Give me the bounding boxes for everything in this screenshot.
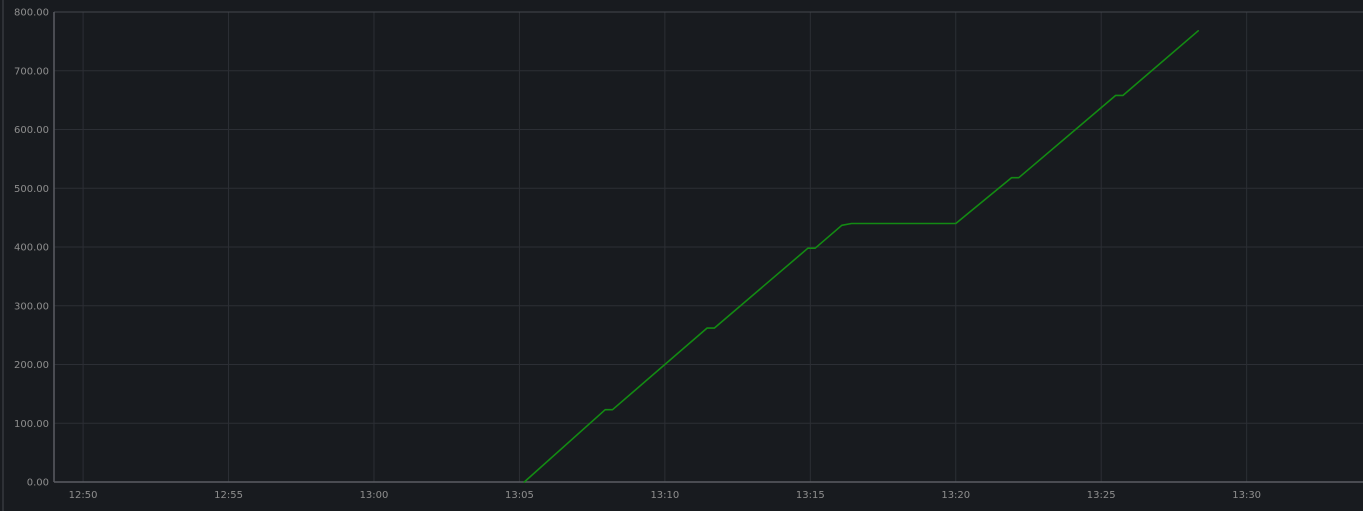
y-tick-label: 800.00 [14, 8, 49, 19]
y-tick-label: 600.00 [14, 125, 49, 136]
tick-labels: 0.00 100.00 200.00 300.00 400.00 500.00 600.00… [14, 8, 1261, 502]
y-tick-label: 300.00 [14, 301, 49, 312]
x-tick-label: 13:20 [941, 490, 970, 501]
x-tick-label: 13:30 [1232, 490, 1261, 501]
y-tick-label: 100.00 [14, 419, 49, 430]
x-tick-label: 13:25 [1087, 490, 1116, 501]
y-tick-label: 200.00 [14, 360, 49, 371]
x-tick-label: 13:00 [360, 490, 389, 501]
y-tick-label: 400.00 [14, 243, 49, 254]
series-line [523, 29, 1199, 483]
grid [54, 11, 1363, 483]
x-tick-label: 12:55 [214, 490, 243, 501]
x-tick-label: 13:10 [650, 490, 679, 501]
x-tick-label: 13:15 [796, 490, 825, 501]
series-layer [523, 29, 1199, 483]
y-tick-label: 0.00 [27, 478, 49, 489]
x-tick-label: 13:05 [505, 490, 534, 501]
y-tick-label: 500.00 [14, 184, 49, 195]
y-tick-label: 700.00 [14, 66, 49, 77]
x-tick-label: 12:50 [69, 490, 98, 501]
